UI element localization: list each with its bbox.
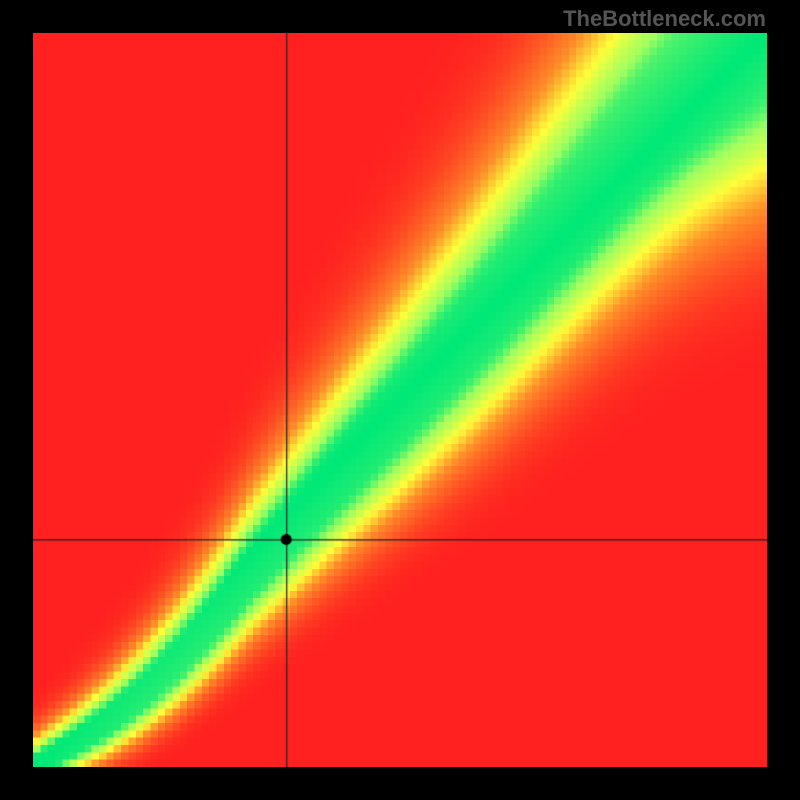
chart-container: { "watermark": { "text": "TheBottleneck.… — [0, 0, 800, 800]
watermark-text: TheBottleneck.com — [563, 6, 766, 32]
bottleneck-heatmap — [33, 33, 767, 767]
